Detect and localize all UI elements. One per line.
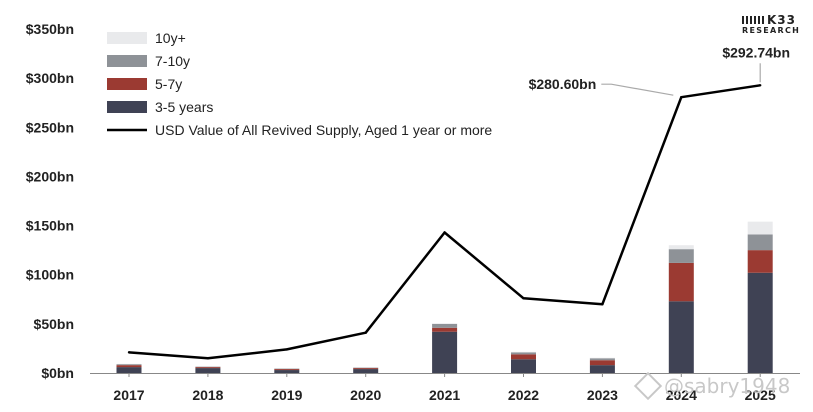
bar-segment-3-5-years [747, 272, 773, 373]
watermark: @sabry1948 [633, 371, 791, 401]
line-point [601, 303, 604, 306]
line-point [285, 348, 288, 351]
x-tick-label: 2020 [350, 387, 381, 403]
bar-segment-5-7y [353, 368, 379, 370]
line-point [206, 357, 210, 360]
y-tick-label: $200bn [26, 168, 74, 184]
bar-segment-5-7y [432, 327, 458, 332]
bar-segment-7-10y [116, 364, 142, 366]
y-tick-label: $0bn [41, 365, 74, 381]
k33-research-logo: K33 RESEARCH [742, 14, 802, 35]
bar-segment-7-10y [511, 352, 536, 355]
callout-2025: $292.74bn [722, 44, 790, 60]
y-tick-label: $100bn [26, 267, 74, 283]
logo-dots-icon [742, 16, 764, 24]
legend-swatch [107, 78, 147, 90]
x-tick-label: 2017 [113, 387, 144, 403]
bars [116, 221, 773, 373]
legend-swatch [107, 55, 147, 67]
bar-segment-5-7y [511, 354, 536, 360]
bar-segment-3-5-years [116, 367, 142, 373]
legend-swatch [107, 101, 147, 113]
bar-segment-3-5-years [511, 359, 536, 373]
annotations: $280.60bn $292.74bn [529, 44, 790, 96]
line-series [127, 84, 762, 360]
x-tick-label: 2023 [587, 387, 618, 403]
legend-label: USD Value of All Revived Supply, Aged 1 … [155, 122, 492, 138]
bar-segment-7-10y [668, 249, 694, 263]
line-point [364, 331, 367, 334]
y-tick-label: $350bn [26, 21, 74, 37]
watermark-text: @sabry1948 [664, 374, 791, 398]
bar-segment-5-7y [668, 262, 694, 302]
bar-segment-5-7y [116, 365, 142, 368]
bar-segment-7-10y [432, 323, 458, 328]
legend-label: 3-5 years [155, 99, 213, 115]
bar-segment-5-7y [274, 369, 300, 371]
bar-segment-7-10y [747, 234, 773, 251]
y-tick-label: $150bn [26, 218, 74, 234]
y-tick-label: $250bn [26, 119, 74, 135]
y-tick-label: $50bn [34, 316, 74, 332]
line-point [680, 96, 683, 99]
x-tick-label: 2018 [192, 387, 223, 403]
x-tick-label: 2019 [271, 387, 302, 403]
callout-leader-2024 [601, 83, 674, 96]
x-tick-label: 2024 [666, 387, 697, 403]
bar-segment-3-5-years [195, 368, 221, 373]
legend-swatch [107, 32, 147, 44]
bar-segment-5-7y [195, 367, 221, 369]
bar-segment-10y [747, 221, 773, 235]
bar-segment-3-5-years [668, 301, 694, 373]
bar-segment-7-10y [589, 358, 615, 361]
bar-segment-10y [668, 245, 694, 250]
line-point [522, 297, 525, 300]
brand-sub: RESEARCH [742, 26, 801, 35]
bar-segment-5-7y [589, 360, 615, 366]
line-point [443, 231, 446, 234]
legend-label: 10y+ [155, 30, 186, 46]
x-tick-label: 2021 [429, 387, 460, 403]
x-tick-label: 2025 [745, 387, 776, 403]
bar-segment-3-5-years [432, 331, 458, 373]
legend: 10y+ 7-10y 5-7y 3-5 years USD Value of All R… [107, 30, 492, 138]
callout-2024: $280.60bn [529, 76, 597, 92]
line-point [759, 84, 762, 87]
x-axis: 2017 2018 2019 2020 2021 2022 2023 2024 2025 [113, 373, 776, 403]
y-tick-label: $300bn [26, 70, 74, 86]
watermark-icon [633, 371, 663, 401]
line-point [127, 351, 131, 354]
brand-name: K33 [767, 13, 796, 27]
bar-segment-3-5-years [274, 370, 300, 373]
bar-segment-3-5-years [589, 365, 615, 373]
y-axis: $0bn $50bn $100bn $150bn $200bn $250bn $300bn $… [26, 21, 74, 381]
bar-segment-5-7y [747, 250, 773, 273]
legend-label: 5-7y [155, 76, 182, 92]
x-tick-label: 2022 [508, 387, 539, 403]
bar-segment-3-5-years [353, 369, 379, 373]
legend-label: 7-10y [155, 53, 190, 69]
